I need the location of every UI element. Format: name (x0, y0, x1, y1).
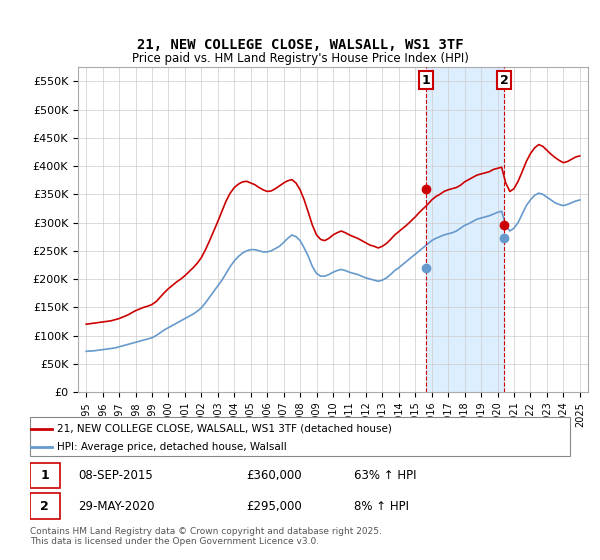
Text: 1: 1 (40, 469, 49, 482)
Text: 2: 2 (500, 74, 509, 87)
Text: 29-MAY-2020: 29-MAY-2020 (79, 500, 155, 512)
Text: HPI: Average price, detached house, Walsall: HPI: Average price, detached house, Wals… (57, 442, 287, 451)
Text: £295,000: £295,000 (246, 500, 302, 512)
FancyBboxPatch shape (30, 417, 570, 456)
Text: 21, NEW COLLEGE CLOSE, WALSALL, WS1 3TF: 21, NEW COLLEGE CLOSE, WALSALL, WS1 3TF (137, 38, 463, 52)
Text: 2: 2 (40, 500, 49, 512)
Text: 8% ↑ HPI: 8% ↑ HPI (354, 500, 409, 512)
Text: £360,000: £360,000 (246, 469, 302, 482)
Text: 08-SEP-2015: 08-SEP-2015 (79, 469, 154, 482)
FancyBboxPatch shape (30, 493, 60, 519)
Text: Contains HM Land Registry data © Crown copyright and database right 2025.
This d: Contains HM Land Registry data © Crown c… (30, 526, 382, 546)
Text: Price paid vs. HM Land Registry's House Price Index (HPI): Price paid vs. HM Land Registry's House … (131, 52, 469, 66)
Text: 1: 1 (422, 74, 431, 87)
Text: 21, NEW COLLEGE CLOSE, WALSALL, WS1 3TF (detached house): 21, NEW COLLEGE CLOSE, WALSALL, WS1 3TF … (57, 424, 392, 434)
FancyBboxPatch shape (30, 463, 60, 488)
Text: 63% ↑ HPI: 63% ↑ HPI (354, 469, 416, 482)
Bar (426, 67, 504, 392)
